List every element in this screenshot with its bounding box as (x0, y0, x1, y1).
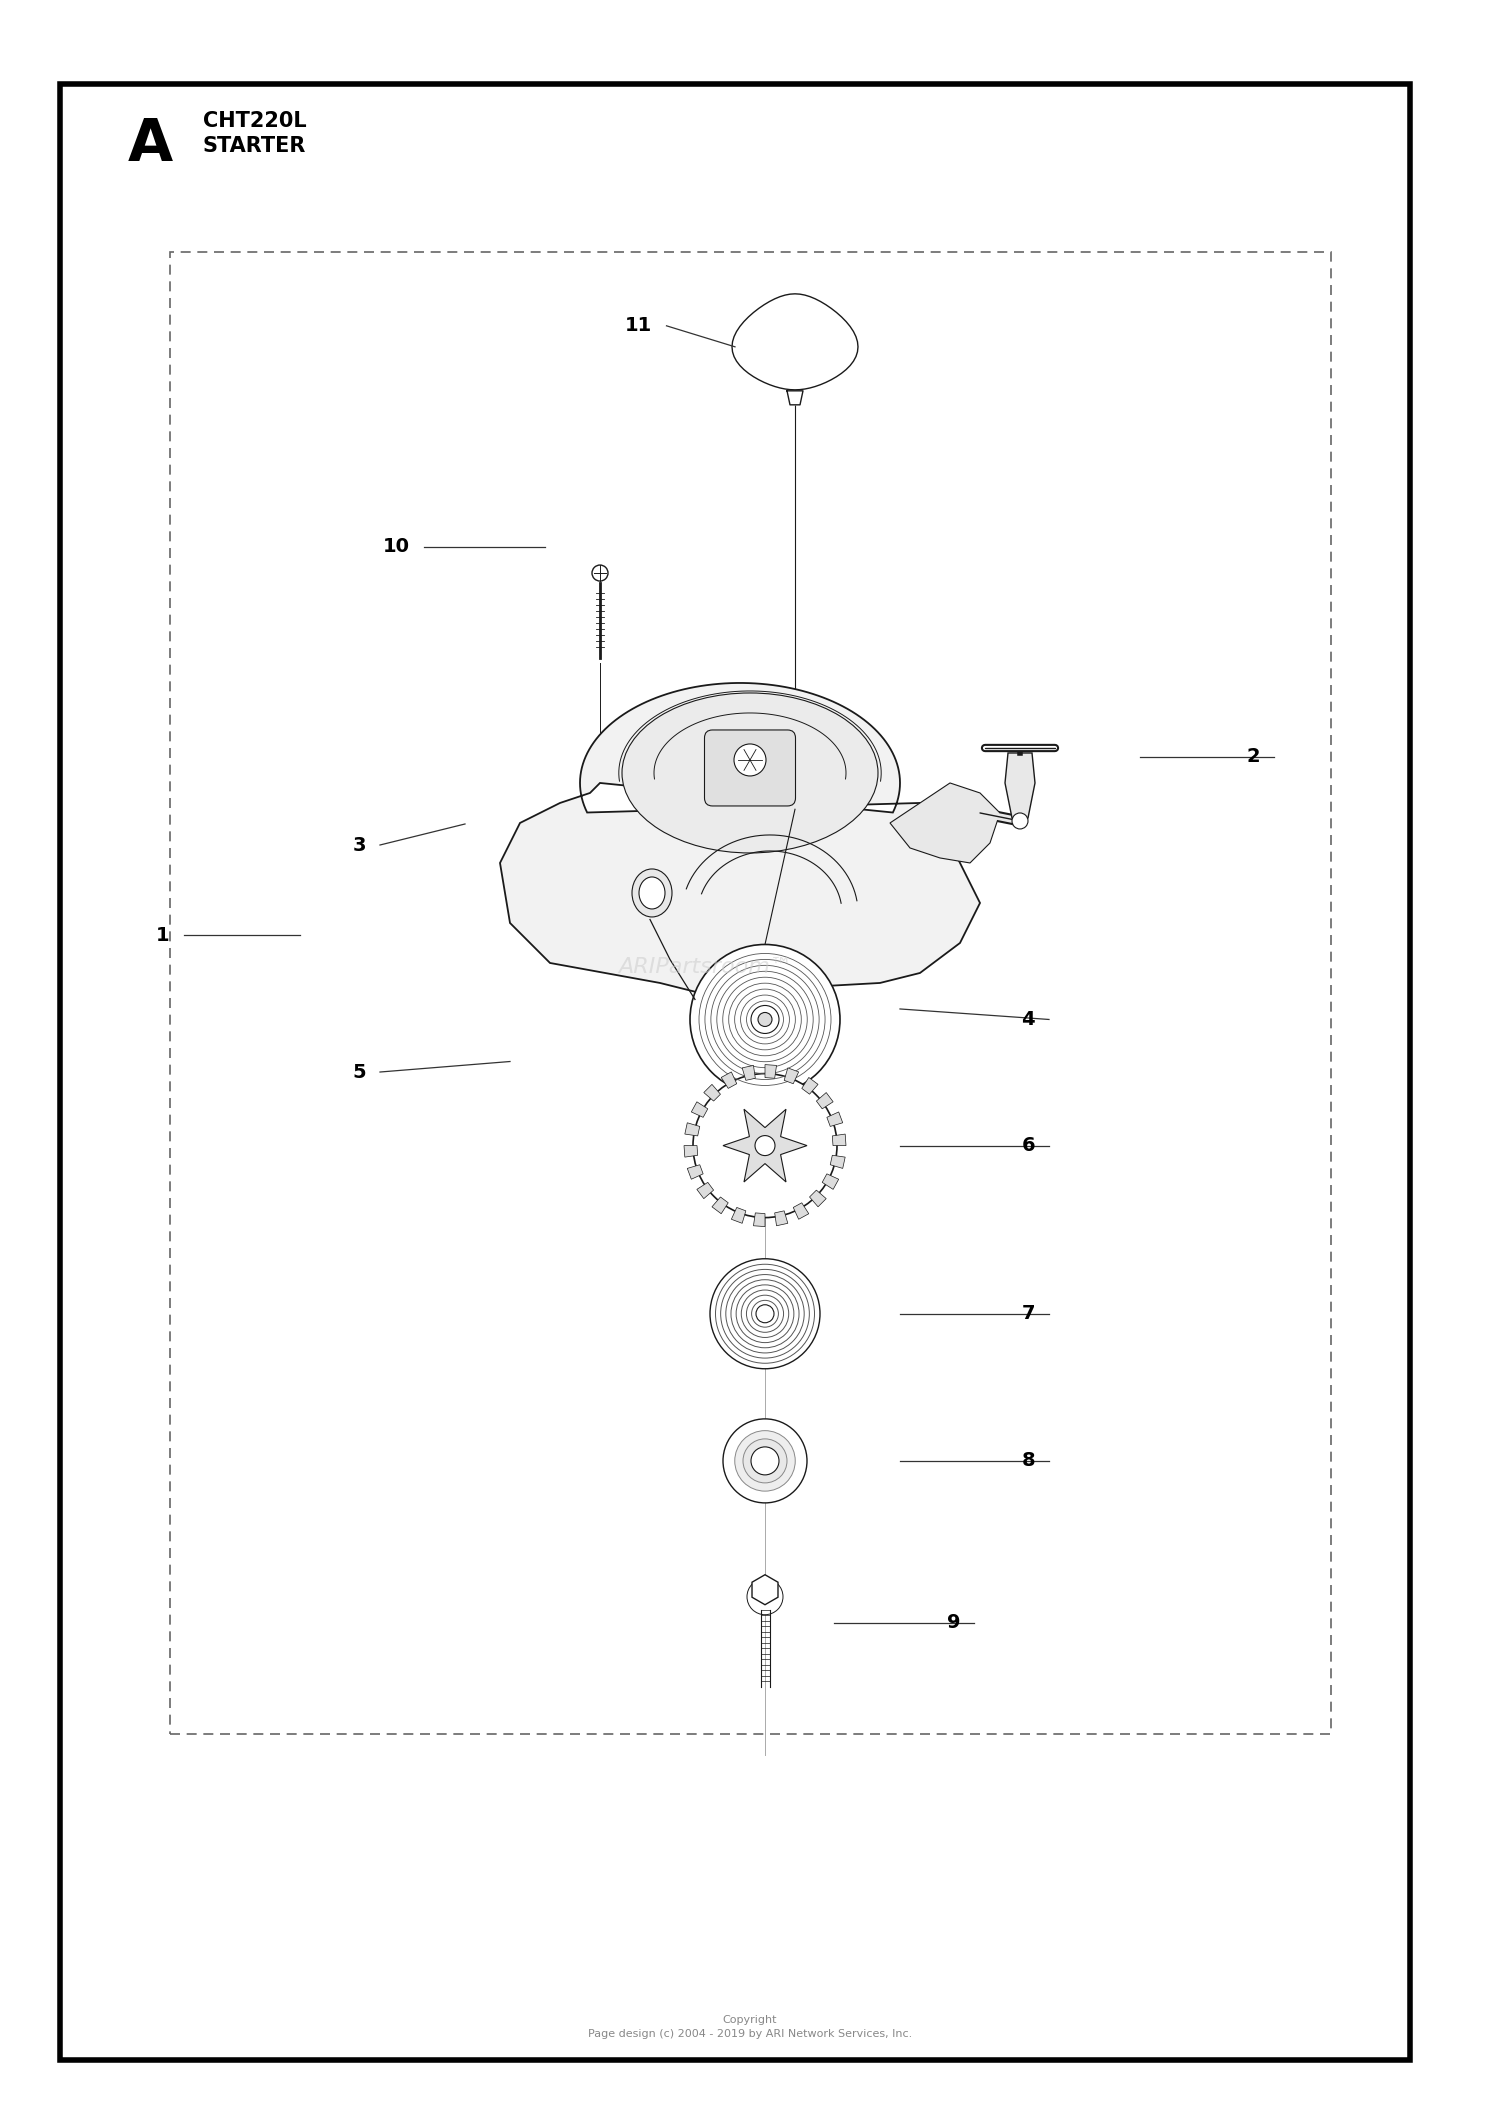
Polygon shape (704, 1085, 720, 1101)
Polygon shape (774, 1211, 788, 1225)
Polygon shape (822, 1173, 839, 1190)
Text: Copyright
Page design (c) 2004 - 2019 by ARI Network Services, Inc.: Copyright Page design (c) 2004 - 2019 by… (588, 2016, 912, 2039)
Polygon shape (698, 1181, 714, 1198)
Polygon shape (684, 1146, 698, 1156)
Polygon shape (1005, 753, 1035, 818)
Polygon shape (816, 1093, 833, 1110)
Circle shape (710, 1259, 821, 1368)
Polygon shape (732, 1207, 746, 1223)
Ellipse shape (632, 868, 672, 916)
Polygon shape (830, 1156, 844, 1169)
Text: 10: 10 (382, 536, 410, 557)
Text: 1: 1 (156, 925, 170, 946)
Bar (170, 252, 1330, 1734)
Circle shape (734, 744, 766, 776)
Text: A: A (128, 116, 172, 172)
Polygon shape (794, 1202, 808, 1219)
Ellipse shape (639, 877, 664, 908)
Polygon shape (810, 1190, 826, 1207)
Polygon shape (742, 1066, 756, 1080)
Circle shape (735, 1431, 795, 1490)
Polygon shape (784, 1068, 798, 1085)
Ellipse shape (622, 694, 878, 853)
Polygon shape (752, 1574, 778, 1604)
Circle shape (758, 1013, 772, 1026)
Text: 3: 3 (352, 834, 366, 856)
Text: CHT220L
STARTER: CHT220L STARTER (202, 111, 306, 156)
Circle shape (723, 1419, 807, 1503)
Circle shape (756, 1305, 774, 1322)
Polygon shape (753, 1213, 765, 1228)
Polygon shape (732, 294, 858, 389)
Polygon shape (765, 1064, 777, 1078)
Text: 4: 4 (1022, 1009, 1035, 1030)
Polygon shape (890, 782, 1001, 864)
Polygon shape (722, 1072, 736, 1089)
Circle shape (592, 565, 608, 580)
FancyBboxPatch shape (705, 729, 795, 805)
Polygon shape (687, 1165, 703, 1179)
Polygon shape (712, 1196, 728, 1213)
Polygon shape (692, 1101, 708, 1118)
Circle shape (1013, 813, 1028, 828)
Text: 11: 11 (626, 315, 652, 336)
Circle shape (754, 1135, 776, 1156)
Text: 7: 7 (1022, 1303, 1035, 1324)
Text: 6: 6 (1022, 1135, 1035, 1156)
Circle shape (693, 1074, 837, 1217)
Polygon shape (827, 1112, 843, 1127)
Circle shape (747, 1579, 783, 1614)
Text: ARIPartsroom™: ARIPartsroom™ (618, 956, 792, 977)
Circle shape (752, 1005, 778, 1034)
Polygon shape (833, 1135, 846, 1146)
Polygon shape (802, 1078, 818, 1095)
Polygon shape (788, 391, 802, 406)
Text: 8: 8 (1022, 1450, 1035, 1471)
Text: 2: 2 (1246, 746, 1260, 767)
Polygon shape (500, 683, 980, 992)
Text: 9: 9 (946, 1612, 960, 1633)
Circle shape (742, 1440, 788, 1482)
Circle shape (752, 1446, 778, 1476)
Text: 5: 5 (352, 1062, 366, 1083)
Polygon shape (723, 1110, 807, 1181)
Circle shape (690, 944, 840, 1095)
Polygon shape (686, 1122, 700, 1135)
